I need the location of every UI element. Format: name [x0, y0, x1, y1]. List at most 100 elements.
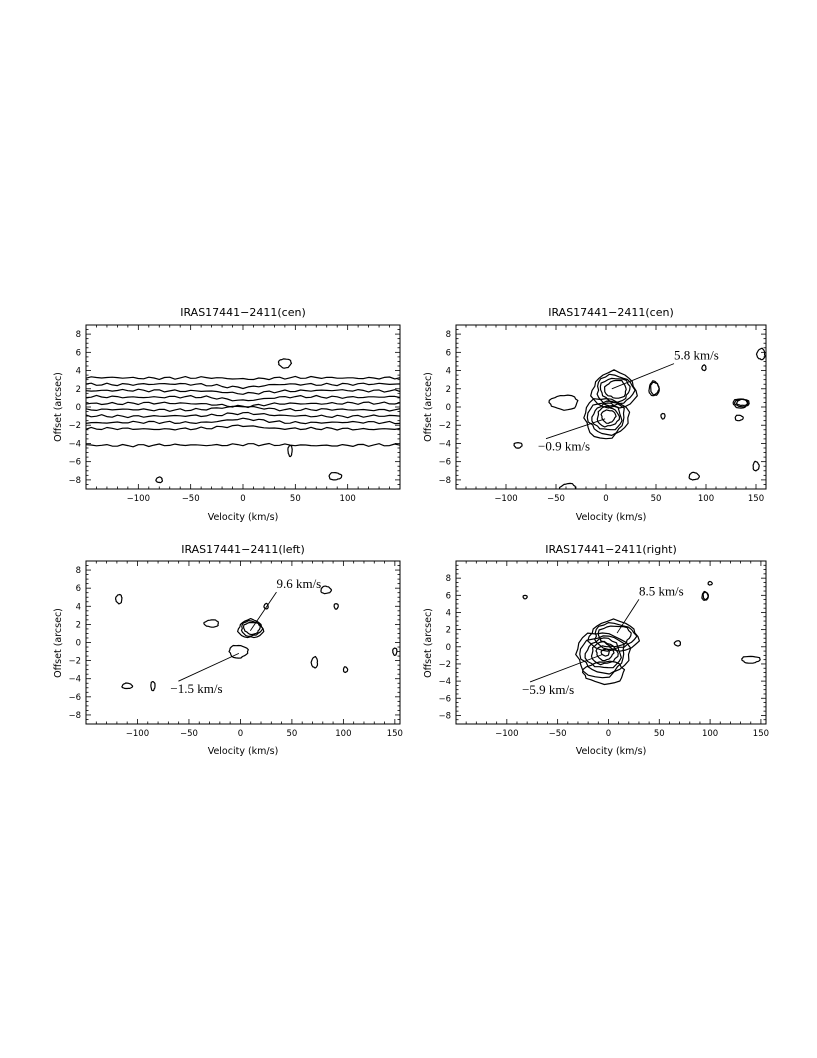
contour-level — [579, 635, 625, 675]
contour-level — [755, 347, 766, 361]
y-tick-label: −6 — [438, 694, 451, 704]
contour-level — [604, 379, 627, 399]
contour-level — [150, 681, 156, 692]
x-axis-label: Velocity (km/s) — [208, 512, 279, 523]
x-axis-label: Velocity (km/s) — [576, 512, 647, 523]
contour-level — [673, 640, 681, 647]
contour-level — [599, 377, 631, 404]
panel-title: IRAS17441−2411(left) — [181, 543, 305, 556]
contour-line — [86, 394, 400, 402]
contour-level — [701, 364, 707, 372]
x-tick-label: 150 — [387, 729, 403, 739]
panel-right: IRAS17441−2411(right) Velocity (km/s) Of… — [423, 543, 769, 757]
contour-level — [392, 647, 398, 656]
x-tick-label: −100 — [126, 729, 149, 739]
y-tick-label: 8 — [76, 330, 81, 340]
x-tick-label: 0 — [240, 494, 245, 504]
y-tick-label: 6 — [446, 348, 451, 358]
y-tick-label: −2 — [68, 657, 81, 667]
contour-level — [660, 412, 666, 420]
x-tick-label: −50 — [547, 494, 565, 504]
x-tick-label: 50 — [654, 729, 665, 739]
x-tick-label: 150 — [748, 494, 764, 504]
y-tick-label: −2 — [438, 421, 451, 431]
annotation-leader — [178, 652, 240, 682]
annotation-label: −1.5 km/s — [170, 681, 222, 696]
x-tick-label: 150 — [753, 729, 769, 739]
annotation-label: 8.5 km/s — [639, 583, 684, 598]
y-tick-label: 8 — [76, 566, 81, 576]
y-tick-label: 4 — [446, 608, 451, 618]
y-tick-label: 4 — [76, 602, 81, 612]
y-tick-label: −6 — [68, 458, 81, 468]
x-tick-label: 100 — [335, 729, 351, 739]
y-axis-label: Offset (arcsec) — [423, 608, 434, 678]
panel-title: IRAS17441−2411(cen) — [180, 306, 306, 319]
y-tick-label: 0 — [446, 403, 451, 413]
contour-level — [277, 358, 293, 369]
panel-title: IRAS17441−2411(cen) — [548, 306, 674, 319]
annotation-label: −5.9 km/s — [522, 682, 574, 697]
contour-level — [584, 637, 622, 669]
y-tick-label: −8 — [68, 476, 81, 486]
contour-level — [702, 591, 709, 601]
contour-level — [597, 625, 632, 648]
contour-level — [287, 445, 293, 458]
contour-level — [707, 580, 713, 586]
y-tick-label: 4 — [76, 367, 81, 377]
x-tick-label: −50 — [549, 729, 567, 739]
y-tick-label: −2 — [68, 421, 81, 431]
y-tick-label: 6 — [76, 348, 81, 358]
contour-line — [86, 375, 400, 381]
x-tick-label: 50 — [651, 494, 662, 504]
contour-level — [596, 405, 621, 428]
y-tick-label: 2 — [76, 620, 81, 630]
contour-level — [115, 593, 123, 605]
y-tick-label: 0 — [446, 643, 451, 653]
contour-line — [86, 382, 400, 390]
contour-level — [590, 640, 619, 666]
y-tick-label: 8 — [446, 330, 451, 340]
x-axis-label: Velocity (km/s) — [208, 746, 279, 757]
contour-level — [121, 682, 134, 690]
contour-level — [263, 602, 269, 610]
y-tick-label: −4 — [68, 675, 81, 685]
contour-level — [586, 400, 625, 436]
contour-layer — [513, 347, 766, 489]
contour-level — [513, 442, 523, 449]
contour-level — [342, 666, 349, 674]
y-tick-label: 0 — [76, 639, 81, 649]
contour-level — [558, 482, 577, 489]
x-tick-label: 0 — [603, 494, 608, 504]
y-tick-label: 4 — [446, 367, 451, 377]
y-axis-label: Offset (arcsec) — [423, 372, 434, 442]
contour-level — [600, 648, 610, 657]
contour-level — [752, 460, 760, 472]
contour-layer — [522, 580, 761, 686]
annotation-leader — [529, 654, 603, 683]
y-tick-label: −4 — [68, 439, 81, 449]
contour-level — [548, 394, 579, 411]
x-tick-label: 50 — [286, 729, 297, 739]
x-tick-label: −50 — [182, 494, 200, 504]
contour-level — [587, 618, 640, 652]
contour-layer — [86, 358, 400, 484]
y-tick-label: −4 — [438, 677, 451, 687]
contour-level — [688, 471, 700, 481]
contour-level — [155, 476, 163, 484]
x-tick-label: 100 — [698, 494, 714, 504]
y-tick-label: 2 — [446, 626, 451, 636]
contour-line — [86, 388, 400, 395]
plot-frame — [85, 560, 401, 725]
y-tick-label: 2 — [76, 385, 81, 395]
contour-layer — [115, 585, 398, 692]
panel-cen-channels: IRAS17441−2411(cen) Velocity (km/s) Offs… — [423, 306, 767, 523]
contour-level — [320, 585, 333, 595]
x-tick-label: −100 — [494, 494, 517, 504]
y-tick-label: −4 — [438, 439, 451, 449]
contour-level — [595, 645, 615, 662]
panel-cen-integrated: IRAS17441−2411(cen) Velocity (km/s) Offs… — [53, 306, 401, 523]
plot-frame — [455, 560, 767, 725]
contour-level — [328, 472, 343, 481]
